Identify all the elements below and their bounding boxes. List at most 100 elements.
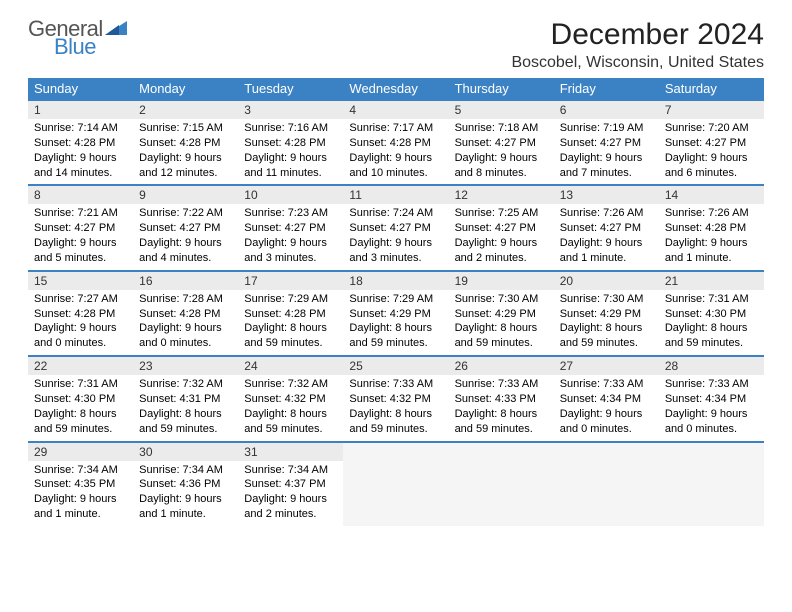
- title-block: December 2024 Boscobel, Wisconsin, Unite…: [511, 18, 764, 72]
- empty-daynum: [659, 442, 764, 461]
- sunset-label: Sunset: 4:28 PM: [139, 136, 232, 151]
- sunrise-label: Sunrise: 7:17 AM: [349, 121, 442, 136]
- day-number: 4: [343, 100, 448, 119]
- daylight-label: Daylight: 9 hours and 4 minutes.: [139, 236, 232, 266]
- sunset-label: Sunset: 4:28 PM: [244, 136, 337, 151]
- day-cell: Sunrise: 7:34 AMSunset: 4:37 PMDaylight:…: [238, 461, 343, 526]
- sunrise-label: Sunrise: 7:18 AM: [455, 121, 548, 136]
- day-number: 23: [133, 356, 238, 375]
- day-cell: Sunrise: 7:27 AMSunset: 4:28 PMDaylight:…: [28, 290, 133, 356]
- empty-daycell: [554, 461, 659, 526]
- sunset-label: Sunset: 4:27 PM: [455, 136, 548, 151]
- calendar-page: General Blue December 2024 Boscobel, Wis…: [0, 0, 792, 544]
- sunset-label: Sunset: 4:34 PM: [665, 392, 758, 407]
- day-number: 9: [133, 185, 238, 204]
- day-number: 1: [28, 100, 133, 119]
- sunset-label: Sunset: 4:28 PM: [34, 307, 127, 322]
- sunrise-label: Sunrise: 7:21 AM: [34, 206, 127, 221]
- sunset-label: Sunset: 4:27 PM: [665, 136, 758, 151]
- weekday-header-row: Sunday Monday Tuesday Wednesday Thursday…: [28, 78, 764, 100]
- empty-daynum: [554, 442, 659, 461]
- col-thursday: Thursday: [449, 78, 554, 100]
- day-number: 17: [238, 271, 343, 290]
- sunset-label: Sunset: 4:27 PM: [349, 221, 442, 236]
- col-tuesday: Tuesday: [238, 78, 343, 100]
- sunrise-label: Sunrise: 7:33 AM: [455, 377, 548, 392]
- sunset-label: Sunset: 4:36 PM: [139, 477, 232, 492]
- day-cell: Sunrise: 7:30 AMSunset: 4:29 PMDaylight:…: [449, 290, 554, 356]
- logo: General Blue: [28, 18, 127, 58]
- sunset-label: Sunset: 4:27 PM: [560, 221, 653, 236]
- day-number: 27: [554, 356, 659, 375]
- sunrise-label: Sunrise: 7:29 AM: [349, 292, 442, 307]
- sunrise-label: Sunrise: 7:28 AM: [139, 292, 232, 307]
- daynum-row: 1234567: [28, 100, 764, 119]
- daylight-label: Daylight: 9 hours and 2 minutes.: [455, 236, 548, 266]
- col-saturday: Saturday: [659, 78, 764, 100]
- sunset-label: Sunset: 4:30 PM: [665, 307, 758, 322]
- sunrise-label: Sunrise: 7:34 AM: [139, 463, 232, 478]
- sunset-label: Sunset: 4:32 PM: [349, 392, 442, 407]
- daylight-label: Daylight: 9 hours and 10 minutes.: [349, 151, 442, 181]
- calendar-table: Sunday Monday Tuesday Wednesday Thursday…: [28, 78, 764, 526]
- empty-daynum: [343, 442, 448, 461]
- day-number: 11: [343, 185, 448, 204]
- daylight-label: Daylight: 8 hours and 59 minutes.: [455, 321, 548, 351]
- day-cell: Sunrise: 7:15 AMSunset: 4:28 PMDaylight:…: [133, 119, 238, 185]
- day-number: 20: [554, 271, 659, 290]
- day-cell: Sunrise: 7:22 AMSunset: 4:27 PMDaylight:…: [133, 204, 238, 270]
- location-label: Boscobel, Wisconsin, United States: [511, 54, 764, 72]
- daylight-label: Daylight: 9 hours and 0 minutes.: [34, 321, 127, 351]
- day-number: 7: [659, 100, 764, 119]
- daynum-row: 15161718192021: [28, 271, 764, 290]
- empty-daycell: [449, 461, 554, 526]
- sunrise-label: Sunrise: 7:26 AM: [560, 206, 653, 221]
- daylight-label: Daylight: 9 hours and 5 minutes.: [34, 236, 127, 266]
- day-cell: Sunrise: 7:26 AMSunset: 4:28 PMDaylight:…: [659, 204, 764, 270]
- sunrise-label: Sunrise: 7:15 AM: [139, 121, 232, 136]
- day-number: 22: [28, 356, 133, 375]
- sunset-label: Sunset: 4:27 PM: [244, 221, 337, 236]
- sunset-label: Sunset: 4:29 PM: [349, 307, 442, 322]
- col-monday: Monday: [133, 78, 238, 100]
- daylight-label: Daylight: 9 hours and 14 minutes.: [34, 151, 127, 181]
- day-cell: Sunrise: 7:31 AMSunset: 4:30 PMDaylight:…: [28, 375, 133, 441]
- daynum-row: 22232425262728: [28, 356, 764, 375]
- day-cell: Sunrise: 7:28 AMSunset: 4:28 PMDaylight:…: [133, 290, 238, 356]
- sunrise-label: Sunrise: 7:33 AM: [349, 377, 442, 392]
- day-cell: Sunrise: 7:17 AMSunset: 4:28 PMDaylight:…: [343, 119, 448, 185]
- day-number: 6: [554, 100, 659, 119]
- daylight-label: Daylight: 9 hours and 7 minutes.: [560, 151, 653, 181]
- sunrise-label: Sunrise: 7:22 AM: [139, 206, 232, 221]
- day-cell: Sunrise: 7:23 AMSunset: 4:27 PMDaylight:…: [238, 204, 343, 270]
- daybody-row: Sunrise: 7:14 AMSunset: 4:28 PMDaylight:…: [28, 119, 764, 185]
- sunrise-label: Sunrise: 7:32 AM: [244, 377, 337, 392]
- sunset-label: Sunset: 4:33 PM: [455, 392, 548, 407]
- sunset-label: Sunset: 4:29 PM: [560, 307, 653, 322]
- sunrise-label: Sunrise: 7:30 AM: [560, 292, 653, 307]
- day-cell: Sunrise: 7:26 AMSunset: 4:27 PMDaylight:…: [554, 204, 659, 270]
- daylight-label: Daylight: 9 hours and 0 minutes.: [665, 407, 758, 437]
- day-cell: Sunrise: 7:25 AMSunset: 4:27 PMDaylight:…: [449, 204, 554, 270]
- day-number: 5: [449, 100, 554, 119]
- sunrise-label: Sunrise: 7:33 AM: [560, 377, 653, 392]
- daybody-row: Sunrise: 7:34 AMSunset: 4:35 PMDaylight:…: [28, 461, 764, 526]
- sunrise-label: Sunrise: 7:23 AM: [244, 206, 337, 221]
- day-number: 31: [238, 442, 343, 461]
- day-cell: Sunrise: 7:18 AMSunset: 4:27 PMDaylight:…: [449, 119, 554, 185]
- sunset-label: Sunset: 4:34 PM: [560, 392, 653, 407]
- day-cell: Sunrise: 7:24 AMSunset: 4:27 PMDaylight:…: [343, 204, 448, 270]
- sunrise-label: Sunrise: 7:26 AM: [665, 206, 758, 221]
- day-number: 8: [28, 185, 133, 204]
- daylight-label: Daylight: 8 hours and 59 minutes.: [34, 407, 127, 437]
- sunset-label: Sunset: 4:29 PM: [455, 307, 548, 322]
- sunset-label: Sunset: 4:28 PM: [244, 307, 337, 322]
- daylight-label: Daylight: 9 hours and 1 minute.: [139, 492, 232, 522]
- day-cell: Sunrise: 7:29 AMSunset: 4:28 PMDaylight:…: [238, 290, 343, 356]
- daylight-label: Daylight: 9 hours and 1 minute.: [560, 236, 653, 266]
- day-number: 24: [238, 356, 343, 375]
- sunset-label: Sunset: 4:31 PM: [139, 392, 232, 407]
- empty-daycell: [343, 461, 448, 526]
- daylight-label: Daylight: 8 hours and 59 minutes.: [244, 321, 337, 351]
- day-number: 18: [343, 271, 448, 290]
